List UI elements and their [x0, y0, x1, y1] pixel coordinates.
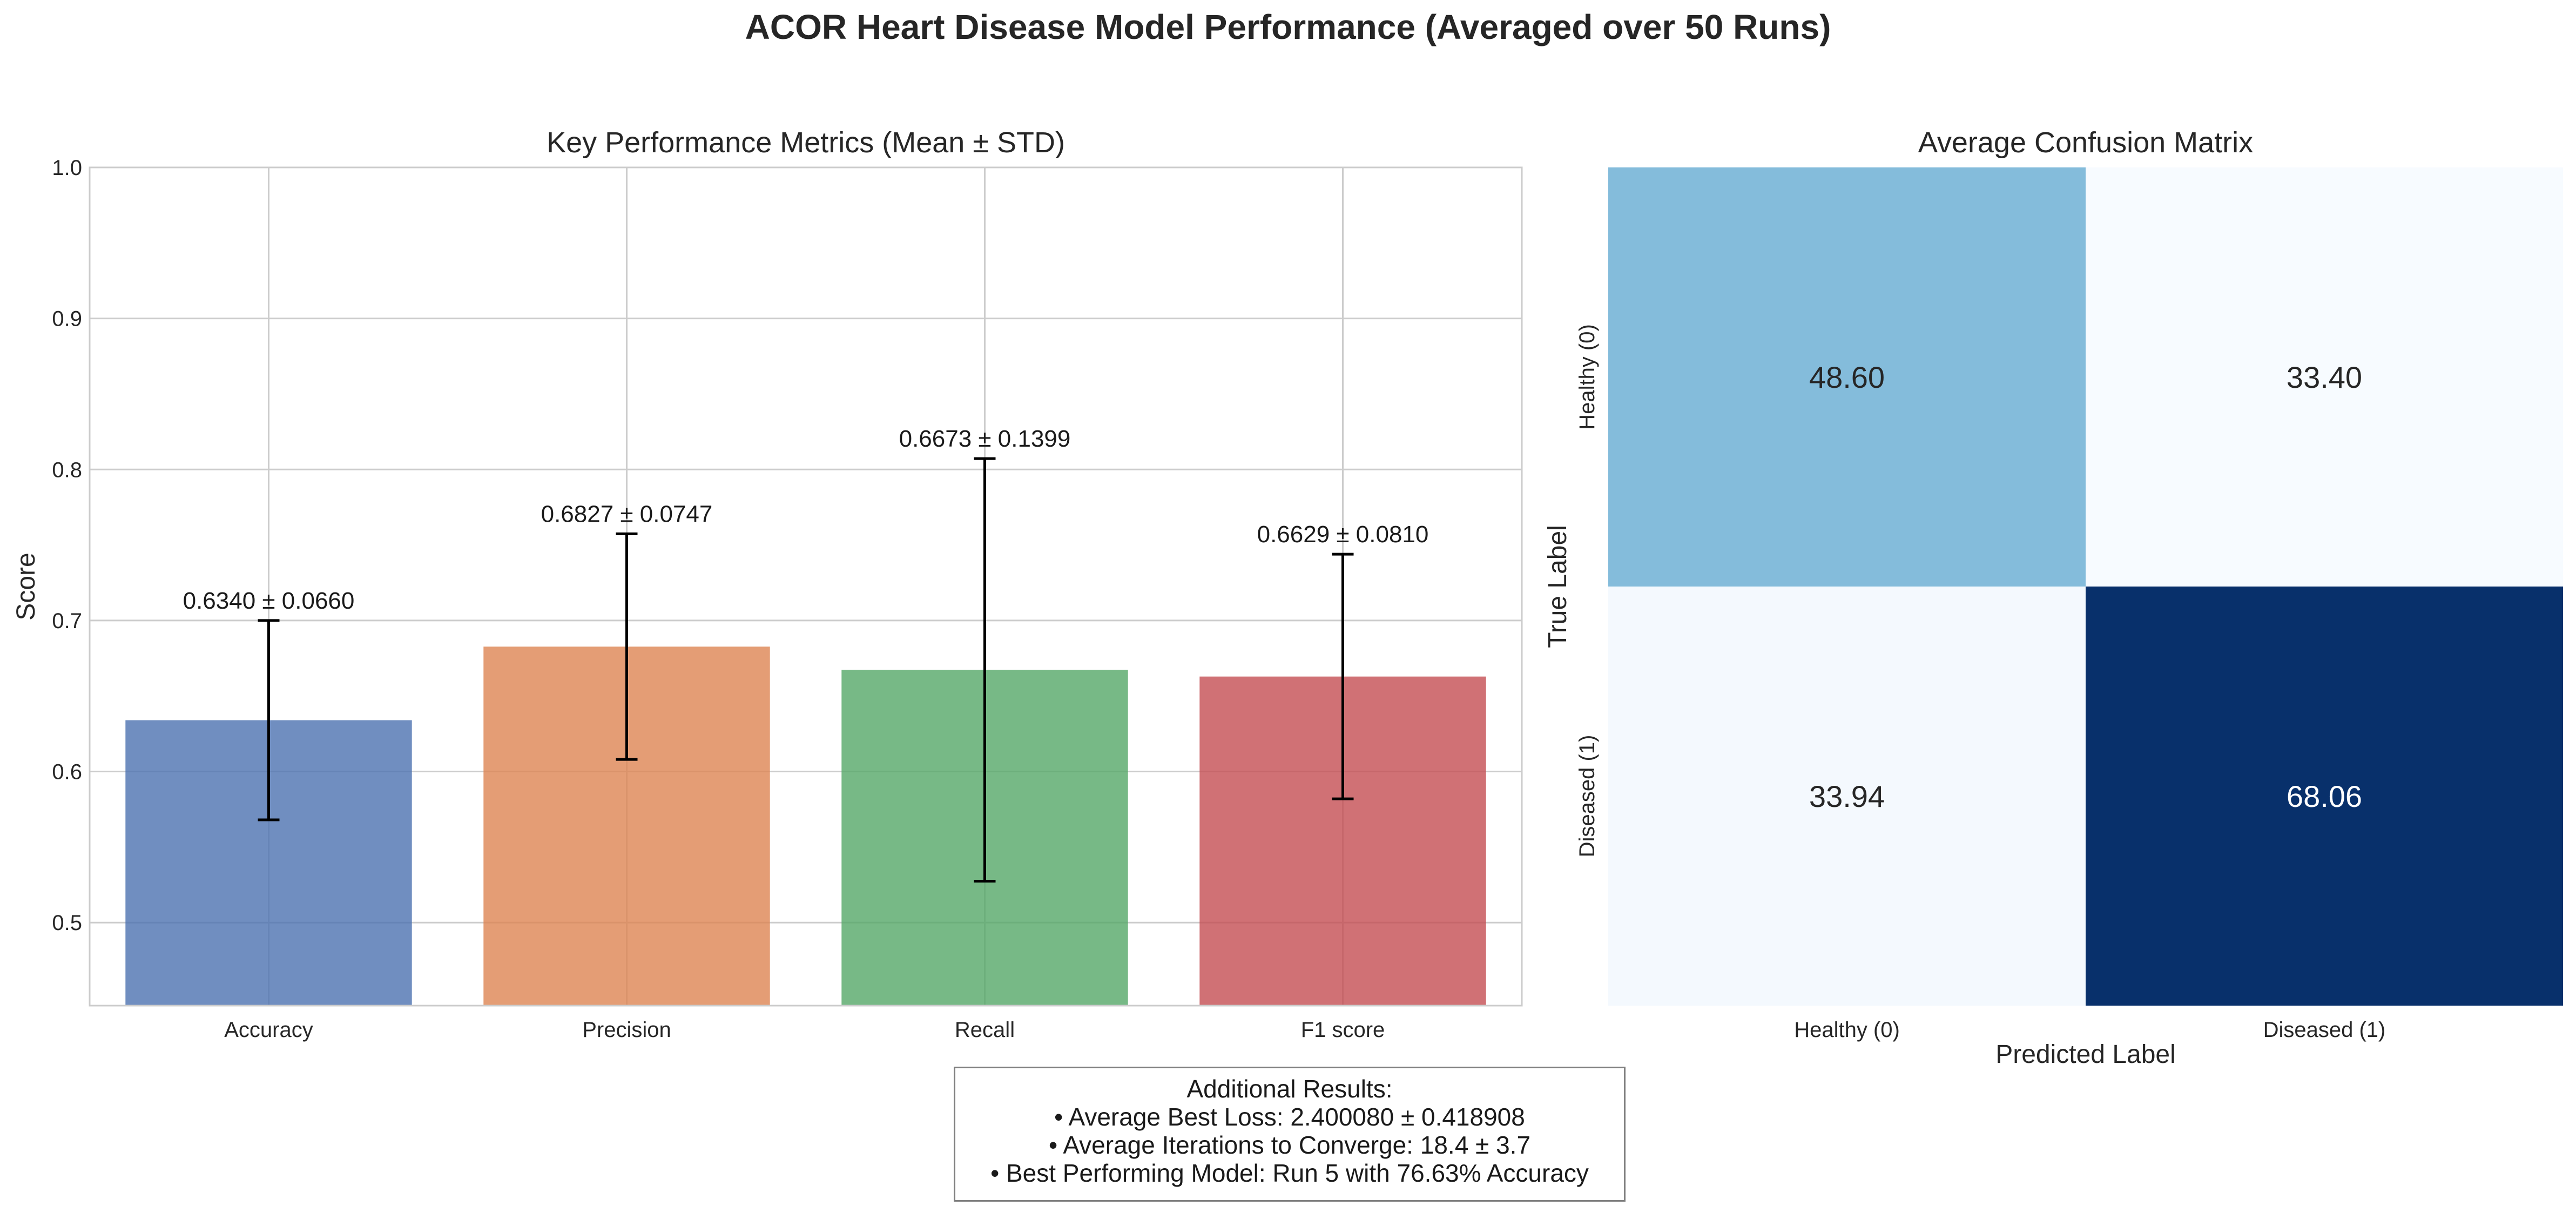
- additional-results-loss: • Average Best Loss: 2.400080 ± 0.418908: [1054, 1103, 1525, 1131]
- heatmap-x-tick-label: Diseased (1): [2263, 1018, 2386, 1042]
- heatmap-cells: [1608, 167, 2563, 1006]
- heatmap-value-label: 48.60: [1809, 360, 1885, 394]
- x-tick-label: F1 score: [1301, 1018, 1385, 1042]
- bar-data-labels: 0.6340 ± 0.0660 0.6827 ± 0.0747 0.6673 ± 0…: [183, 426, 1429, 614]
- heatmap-y-axis-label: True Label: [1543, 525, 1572, 648]
- y-tick-label: 0.7: [52, 609, 82, 633]
- y-tick-label: 0.9: [52, 307, 82, 331]
- heatmap-value-labels: 48.60 33.40 33.94 68.06: [1809, 360, 2362, 813]
- heatmap-x-tick-labels: Healthy (0) Diseased (1): [1794, 1018, 2385, 1042]
- bar-data-label: 0.6629 ± 0.0810: [1257, 521, 1429, 548]
- figure-title: ACOR Heart Disease Model Performance (Av…: [745, 8, 1831, 46]
- y-tick-label: 0.8: [52, 458, 82, 482]
- bar-data-label: 0.6827 ± 0.0747: [541, 501, 713, 527]
- heatmap-value-label: 33.94: [1809, 779, 1885, 813]
- heatmap-y-tick-label: Diseased (1): [1575, 735, 1599, 858]
- heatmap-title: Average Confusion Matrix: [1918, 126, 2253, 159]
- heatmap-y-tick-labels: Healthy (0) Diseased (1): [1575, 324, 1599, 857]
- x-tick-label: Precision: [582, 1018, 671, 1042]
- x-tick-label: Recall: [955, 1018, 1015, 1042]
- bar-chart: Key Performance Metrics (Mean ± STD) 0.6…: [12, 126, 1523, 1042]
- heatmap-x-axis-label: Predicted Label: [1995, 1040, 2176, 1069]
- additional-results-best-model: • Best Performing Model: Run 5 with 76.6…: [990, 1159, 1589, 1187]
- heatmap-value-label: 68.06: [2287, 779, 2362, 813]
- heatmap-x-tick-label: Healthy (0): [1794, 1018, 1900, 1042]
- additional-results-box: Additional Results: • Average Best Loss:…: [954, 1067, 1626, 1202]
- x-tick-label: Accuracy: [224, 1018, 313, 1042]
- heatmap-y-tick-label: Healthy (0): [1575, 324, 1599, 430]
- heatmap-value-label: 33.40: [2287, 360, 2362, 394]
- x-tick-labels: Accuracy Precision Recall F1 score: [224, 1018, 1385, 1042]
- confusion-matrix: Average Confusion Matrix 48.60 33.40 33.94…: [1543, 126, 2563, 1069]
- bar-plot-frame: [89, 166, 1523, 1007]
- y-tick-label: 0.6: [52, 760, 82, 784]
- bar-data-label: 0.6673 ± 0.1399: [899, 426, 1071, 452]
- y-tick-labels: 0.5 0.6 0.7 0.8 0.9 1.0: [52, 156, 82, 935]
- heatmap-cell: [2086, 587, 2563, 1006]
- y-tick-label: 1.0: [52, 156, 82, 180]
- error-bars: [258, 457, 1354, 883]
- bar-data-label: 0.6340 ± 0.0660: [183, 588, 355, 614]
- bar-chart-title: Key Performance Metrics (Mean ± STD): [547, 126, 1065, 159]
- heatmap-cell: [2086, 167, 2563, 587]
- heatmap-cell: [1608, 587, 2086, 1006]
- additional-results-iterations: • Average Iterations to Converge: 18.4 ±…: [1048, 1131, 1531, 1159]
- y-tick-label: 0.5: [52, 911, 82, 935]
- y-axis-label: Score: [12, 553, 41, 620]
- additional-results-heading: Additional Results:: [1186, 1075, 1393, 1103]
- heatmap-cell: [1608, 167, 2086, 587]
